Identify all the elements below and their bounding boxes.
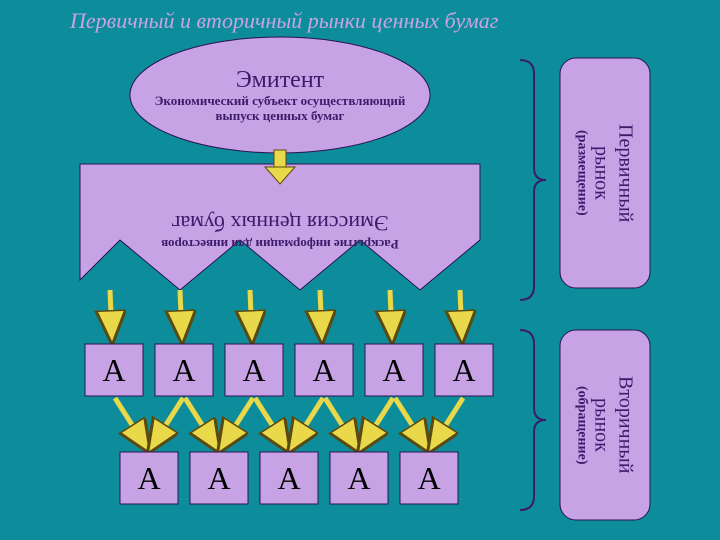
trade-arrow-3 <box>220 398 253 450</box>
secondary-market-box-line2: рынок <box>589 376 613 473</box>
secondary-market-box-text: Вторичныйрынок(обращение) <box>560 330 650 520</box>
emission-arrow-0 <box>110 290 112 340</box>
row2-label-3: А <box>347 460 370 496</box>
row2-label-0: А <box>137 460 160 496</box>
primary-market-box-text: Первичныйрынок(размещение) <box>560 58 650 288</box>
row2-label-2: А <box>277 460 300 496</box>
trade-arrow-1 <box>150 398 183 450</box>
trade-arrow-9 <box>430 398 463 450</box>
primary-market-box-line3: (размещение) <box>573 124 590 222</box>
trade-arrow-5 <box>290 398 323 450</box>
diagram-stage: Первичный и вторичный рынки ценных бумаг… <box>0 0 720 540</box>
issuer-text: ЭмитентЭкономический субъект осуществляю… <box>130 37 430 153</box>
brace-primary <box>520 60 546 300</box>
emission-arrow-4 <box>390 290 392 340</box>
emission-arrow-2 <box>250 290 252 340</box>
trade-arrow-7 <box>360 398 393 450</box>
trade-arrow-8 <box>395 398 428 450</box>
row2-label-1: А <box>207 460 230 496</box>
row1-label-4: А <box>382 352 405 388</box>
row1-label-1: А <box>172 352 195 388</box>
row1-label-3: А <box>312 352 335 388</box>
trade-arrow-0 <box>115 398 148 450</box>
emission-title: Эмиссия ценных бумаг <box>171 211 388 236</box>
primary-market-box-line1: Первичный <box>613 124 637 222</box>
emission-arrow-3 <box>320 290 322 340</box>
row1-label-0: А <box>102 352 125 388</box>
secondary-market-box-line3: (обращение) <box>573 376 590 473</box>
trade-arrow-4 <box>255 398 288 450</box>
emission-arrow-5 <box>460 290 462 340</box>
issuer-subtitle: Экономический субъект осуществляющий вып… <box>144 94 416 124</box>
row2-label-4: А <box>417 460 440 496</box>
emission-arrow-1 <box>180 290 182 340</box>
secondary-market-box-line1: Вторичный <box>613 376 637 473</box>
brace-secondary <box>520 330 546 510</box>
trade-arrow-2 <box>185 398 218 450</box>
primary-market-box-line2: рынок <box>589 124 613 222</box>
trade-arrow-6 <box>325 398 358 450</box>
row1-label-5: А <box>452 352 475 388</box>
emission-subtitle: Раскрытие информации для инвесторов <box>161 237 398 252</box>
issuer-title: Эмитент <box>236 67 324 94</box>
row1-label-2: А <box>242 352 265 388</box>
